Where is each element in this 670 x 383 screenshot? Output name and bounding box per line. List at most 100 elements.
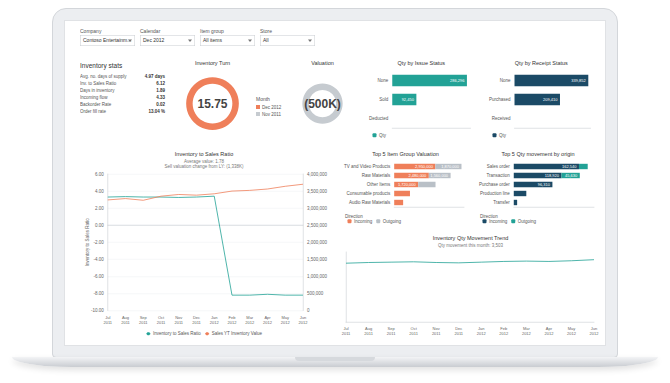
- svg-text:Nov: Nov: [175, 315, 182, 320]
- svg-text:Dec: Dec: [193, 315, 200, 320]
- svg-text:2,500,000: 2,500,000: [307, 223, 328, 228]
- svg-text:Top 5 Qty movement by origin: Top 5 Qty movement by origin: [501, 151, 574, 157]
- svg-text:2012: 2012: [228, 320, 238, 325]
- svg-text:Purchase order: Purchase order: [479, 182, 510, 187]
- svg-text:Outgoing: Outgoing: [383, 219, 402, 224]
- svg-text:2,000,000: 2,000,000: [307, 240, 328, 245]
- svg-text:Sales order: Sales order: [487, 164, 511, 169]
- svg-text:-4.00: -4.00: [93, 257, 104, 262]
- svg-text:15.75: 15.75: [197, 97, 227, 111]
- svg-text:Inventory to Sales Ratio: Inventory to Sales Ratio: [175, 151, 233, 157]
- svg-text:Other Items: Other Items: [367, 182, 391, 187]
- svg-text:Qty: Qty: [379, 133, 387, 138]
- svg-text:Aug: Aug: [122, 315, 129, 320]
- svg-text:Qty by Issue Status: Qty by Issue Status: [397, 60, 445, 66]
- svg-text:Apr: Apr: [264, 315, 271, 320]
- svg-text:2011: 2011: [121, 320, 130, 325]
- svg-text:Aug: Aug: [365, 326, 372, 331]
- svg-text:2012: 2012: [263, 320, 273, 325]
- svg-text:2011: 2011: [387, 331, 396, 336]
- svg-text:-2.00: -2.00: [93, 240, 104, 245]
- svg-text:Top 5 Item Group Valuation: Top 5 Item Group Valuation: [372, 151, 439, 157]
- svg-text:1,560,000: 1,560,000: [430, 173, 449, 178]
- svg-text:TV and Video Products: TV and Video Products: [344, 164, 391, 169]
- svg-text:Audio Raw Materials: Audio Raw Materials: [349, 200, 391, 205]
- svg-text:Inventory to Sales Ratio: Inventory to Sales Ratio: [153, 331, 201, 336]
- svg-text:Transfer: Transfer: [493, 200, 510, 205]
- svg-text:2011: 2011: [139, 320, 148, 325]
- svg-text:-10.00: -10.00: [91, 308, 104, 313]
- svg-text:Oct: Oct: [158, 315, 165, 320]
- svg-text:2012: 2012: [522, 331, 532, 336]
- svg-text:2011: 2011: [174, 320, 183, 325]
- svg-text:2012: 2012: [299, 320, 309, 325]
- svg-text:1,000,000: 1,000,000: [307, 274, 328, 279]
- svg-text:2011: 2011: [342, 331, 351, 336]
- svg-text:Transaction: Transaction: [486, 173, 510, 178]
- svg-text:2012: 2012: [210, 320, 220, 325]
- svg-text:2012: 2012: [477, 331, 487, 336]
- svg-text:45,630: 45,630: [565, 173, 578, 178]
- svg-text:Purchased: Purchased: [489, 97, 511, 102]
- svg-text:2,480,000: 2,480,000: [409, 173, 428, 178]
- svg-text:-6.00: -6.00: [93, 274, 104, 279]
- svg-text:None: None: [377, 78, 388, 83]
- svg-text:Incoming: Incoming: [354, 219, 373, 224]
- svg-text:500,000: 500,000: [307, 291, 324, 296]
- svg-text:Outgoing: Outgoing: [518, 219, 537, 224]
- svg-text:2.00: 2.00: [95, 206, 104, 211]
- svg-text:Sold: Sold: [379, 97, 389, 102]
- svg-text:2012: 2012: [281, 320, 291, 325]
- svg-text:6.00: 6.00: [95, 172, 104, 177]
- svg-text:Raw Materials: Raw Materials: [362, 173, 391, 178]
- svg-text:3,000,000: 3,000,000: [307, 206, 328, 211]
- svg-text:None: None: [500, 78, 511, 83]
- svg-text:2012: 2012: [590, 331, 600, 336]
- svg-text:2011: 2011: [432, 331, 441, 336]
- svg-text:Sep: Sep: [140, 315, 148, 320]
- svg-text:2012: 2012: [544, 331, 554, 336]
- svg-text:0: 0: [307, 308, 310, 313]
- svg-text:162,540: 162,540: [562, 164, 577, 169]
- svg-text:209,410: 209,410: [543, 97, 558, 102]
- svg-text:Valuation: Valuation: [311, 60, 334, 66]
- svg-text:4.00: 4.00: [95, 189, 104, 194]
- svg-text:Qty movement this month: 3,503: Qty movement this month: 3,503: [438, 243, 504, 248]
- svg-text:Consumable products: Consumable products: [346, 191, 391, 196]
- svg-text:2011: 2011: [364, 331, 373, 336]
- svg-text:Deducted: Deducted: [369, 116, 389, 121]
- svg-text:Apr: Apr: [546, 326, 553, 331]
- svg-text:0.00: 0.00: [95, 223, 104, 228]
- svg-text:92,450: 92,450: [402, 97, 415, 102]
- svg-text:Oct: Oct: [411, 326, 418, 331]
- svg-text:Average value: 1.78: Average value: 1.78: [184, 159, 224, 164]
- svg-text:2011: 2011: [409, 331, 418, 336]
- svg-text:1,500,000: 1,500,000: [307, 257, 328, 262]
- svg-text:2012: 2012: [567, 331, 577, 336]
- svg-text:Jul: Jul: [105, 315, 110, 320]
- svg-text:2011: 2011: [192, 320, 201, 325]
- svg-text:118,920: 118,920: [545, 173, 560, 178]
- svg-text:May: May: [568, 326, 576, 331]
- svg-text:Jul: Jul: [343, 326, 348, 331]
- svg-text:Dec: Dec: [455, 326, 462, 331]
- svg-text:2012: 2012: [245, 320, 255, 325]
- svg-text:339,852: 339,852: [571, 78, 586, 83]
- svg-text:(500K): (500K): [304, 97, 341, 111]
- svg-text:Feb: Feb: [229, 315, 237, 320]
- svg-text:1,870,000: 1,870,000: [441, 164, 460, 169]
- svg-text:96,310: 96,310: [538, 182, 551, 187]
- svg-text:-8.00: -8.00: [93, 291, 104, 296]
- svg-text:Qty by Receipt Status: Qty by Receipt Status: [515, 60, 568, 66]
- svg-text:Mar: Mar: [523, 326, 531, 331]
- svg-text:2,950,000: 2,950,000: [415, 164, 434, 169]
- svg-text:2011: 2011: [157, 320, 166, 325]
- svg-text:Inventory Qty Movement Trend: Inventory Qty Movement Trend: [433, 235, 509, 241]
- svg-text:Inventory Turn: Inventory Turn: [195, 60, 230, 66]
- svg-text:286,296: 286,296: [450, 78, 465, 83]
- svg-text:Nov: Nov: [433, 326, 440, 331]
- svg-text:3,500,000: 3,500,000: [307, 189, 328, 194]
- svg-text:2011: 2011: [454, 331, 463, 336]
- svg-text:2012: 2012: [499, 331, 509, 336]
- svg-text:Jan: Jan: [478, 326, 484, 331]
